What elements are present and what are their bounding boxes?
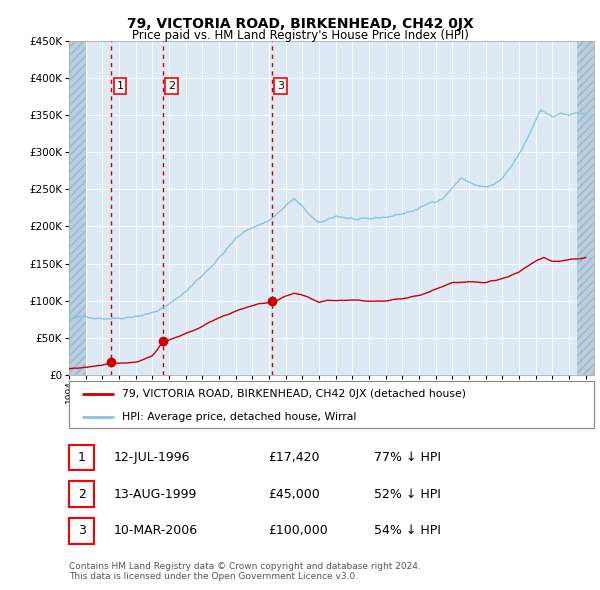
Text: 2: 2	[77, 487, 86, 501]
Text: Contains HM Land Registry data © Crown copyright and database right 2024.: Contains HM Land Registry data © Crown c…	[69, 562, 421, 571]
FancyBboxPatch shape	[69, 481, 94, 507]
Bar	[577, 41, 600, 375]
Text: 3: 3	[77, 525, 86, 537]
Text: HPI: Average price, detached house, Wirral: HPI: Average price, detached house, Wirr…	[121, 412, 356, 422]
Text: £17,420: £17,420	[269, 451, 320, 464]
Text: Price paid vs. HM Land Registry's House Price Index (HPI): Price paid vs. HM Land Registry's House …	[131, 30, 469, 42]
FancyBboxPatch shape	[69, 381, 594, 428]
Text: 52% ↓ HPI: 52% ↓ HPI	[373, 487, 440, 501]
Bar	[69, 41, 86, 375]
Text: £45,000: £45,000	[269, 487, 320, 501]
Text: 1: 1	[77, 451, 86, 464]
Text: 3: 3	[277, 81, 284, 91]
FancyBboxPatch shape	[69, 518, 94, 543]
Text: £100,000: £100,000	[269, 525, 328, 537]
Text: 79, VICTORIA ROAD, BIRKENHEAD, CH42 0JX (detached house): 79, VICTORIA ROAD, BIRKENHEAD, CH42 0JX …	[121, 389, 466, 399]
Text: 77% ↓ HPI: 77% ↓ HPI	[373, 451, 440, 464]
Text: 1: 1	[116, 81, 124, 91]
Text: This data is licensed under the Open Government Licence v3.0.: This data is licensed under the Open Gov…	[69, 572, 358, 581]
Text: 12-JUL-1996: 12-JUL-1996	[113, 451, 190, 464]
Text: 13-AUG-1999: 13-AUG-1999	[113, 487, 197, 501]
Text: 10-MAR-2006: 10-MAR-2006	[113, 525, 198, 537]
Text: 54% ↓ HPI: 54% ↓ HPI	[373, 525, 440, 537]
FancyBboxPatch shape	[69, 445, 94, 470]
Text: 79, VICTORIA ROAD, BIRKENHEAD, CH42 0JX: 79, VICTORIA ROAD, BIRKENHEAD, CH42 0JX	[127, 17, 473, 31]
Text: 2: 2	[167, 81, 175, 91]
